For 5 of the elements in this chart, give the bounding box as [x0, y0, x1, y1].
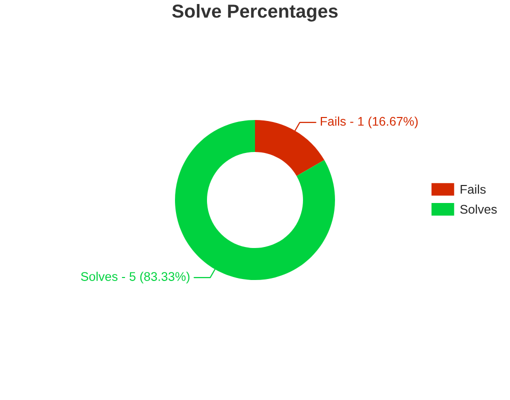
legend-label: Fails	[460, 184, 486, 194]
data-label: Solves - 5 (83.33%)	[80, 272, 190, 284]
data-label: Fails - 1 (16.67%)	[320, 116, 418, 128]
legend-label: Solves	[460, 204, 497, 214]
chart-title: Solve Percentages	[172, 4, 338, 22]
